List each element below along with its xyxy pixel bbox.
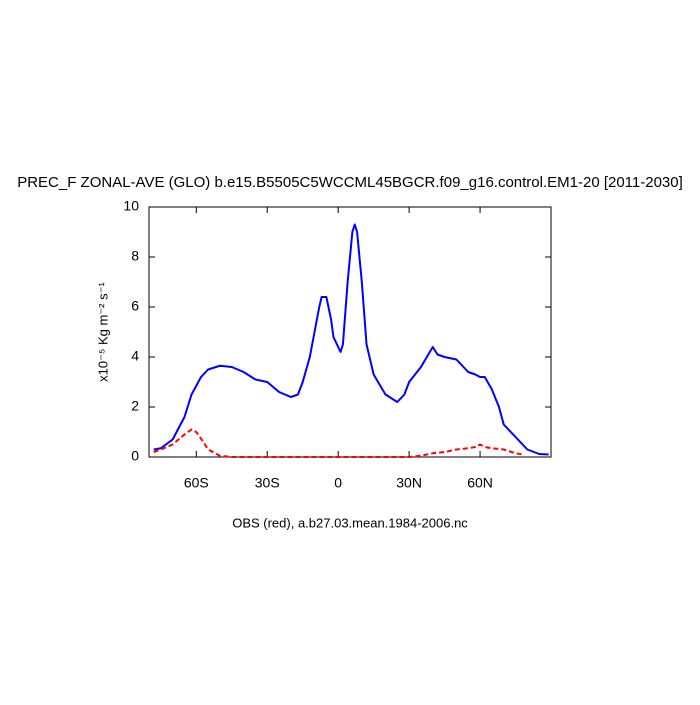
y-tick-label: 6: [131, 298, 139, 314]
data-line: [153, 428, 523, 458]
x-tick-label: 30N: [396, 475, 422, 491]
y-tick-label: 10: [123, 198, 139, 214]
x-tick-label: 0: [334, 475, 342, 491]
x-tick-label: 60N: [467, 475, 493, 491]
data-line: [153, 223, 549, 456]
x-axis-label: OBS (red), a.b27.03.mean.1984-2006.nc: [232, 515, 468, 530]
chart-title: PREC_F ZONAL-AVE (GLO) b.e15.B5505C5WCCM…: [17, 174, 683, 191]
y-tick-label: 8: [131, 248, 139, 264]
x-tick-label: 30S: [255, 475, 280, 491]
x-tick-label: 60S: [184, 475, 209, 491]
y-tick-label: 2: [131, 398, 139, 414]
y-tick-label: 4: [131, 348, 139, 364]
y-axis-label: x10⁻⁵ Kg m⁻² s⁻¹: [95, 282, 110, 382]
plot-frame: [148, 206, 552, 458]
y-tick-label: 0: [131, 448, 139, 464]
